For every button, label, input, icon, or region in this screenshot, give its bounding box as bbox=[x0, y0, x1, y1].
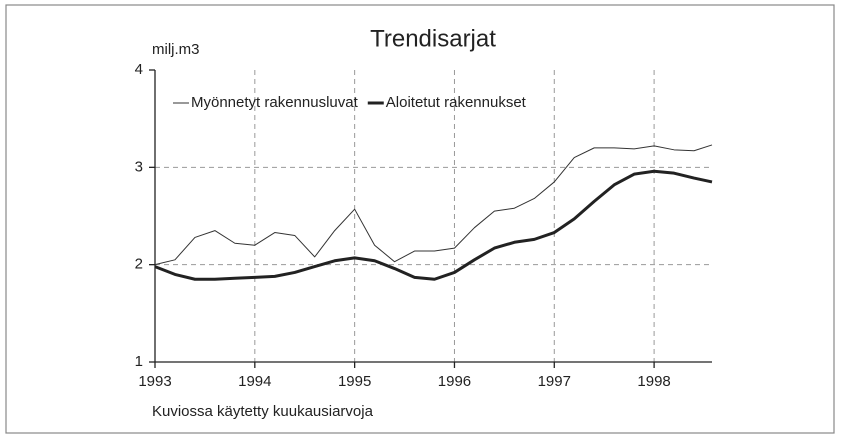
x-tick-label: 1998 bbox=[637, 373, 670, 390]
legend-label: Aloitetut rakennukset bbox=[386, 94, 527, 111]
frame bbox=[5, 4, 835, 434]
x-tick-label: 1994 bbox=[238, 373, 271, 390]
line-series bbox=[154, 169, 713, 281]
chart-title: Trendisarjat bbox=[370, 25, 496, 52]
y-axis-label: milj.m3 bbox=[152, 41, 200, 58]
x-tick-label: 1993 bbox=[138, 373, 171, 390]
y-tick-label: 2 bbox=[135, 256, 143, 273]
x-tick-label: 1996 bbox=[438, 373, 471, 390]
line-series bbox=[154, 144, 713, 266]
y-tick-label: 4 bbox=[135, 61, 143, 78]
footnote: Kuviossa käytetty kuukausiarvoja bbox=[152, 403, 374, 420]
y-tick-label: 3 bbox=[135, 158, 143, 175]
x-tick-label: 1995 bbox=[338, 373, 371, 390]
y-tick-label: 1 bbox=[135, 353, 143, 370]
x-tick-label: 1997 bbox=[538, 373, 571, 390]
legend-label: Myönnetyt rakennusluvat bbox=[191, 94, 359, 111]
